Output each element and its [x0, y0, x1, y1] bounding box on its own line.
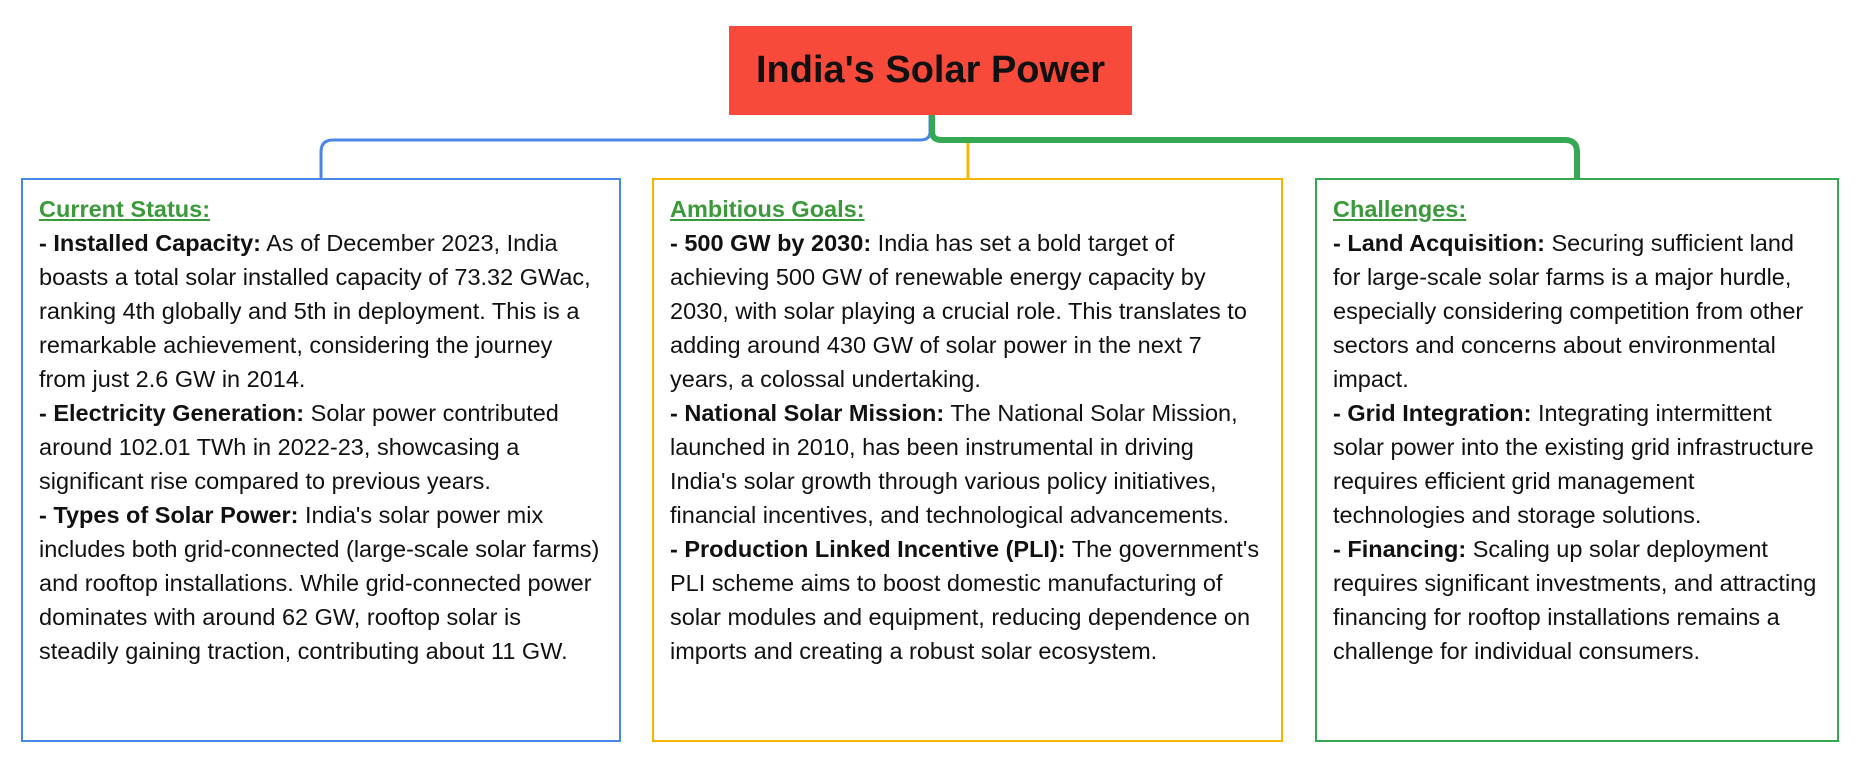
item: - Production Linked Incentive (PLI): The… [670, 532, 1265, 668]
item-label: - Installed Capacity: [39, 230, 261, 256]
item-text: India has set a bold target of achieving… [670, 230, 1247, 392]
item-text: India's solar power mix includes both gr… [39, 502, 600, 664]
section-heading: Ambitious Goals: [670, 196, 865, 222]
item-text: Scaling up solar deployment requires sig… [1333, 536, 1817, 664]
item-label: - Grid Integration: [1333, 400, 1532, 426]
item-text: The government's PLI scheme aims to boos… [670, 536, 1260, 664]
item-label: - Land Acquisition: [1333, 230, 1545, 256]
item: - Financing: Scaling up solar deployment… [1333, 532, 1821, 668]
item-label: - Financing: [1333, 536, 1467, 562]
item: - Types of Solar Power: India's solar po… [39, 498, 603, 668]
connector-blue [319, 115, 932, 178]
item-text: Securing sufficient land for large-scale… [1333, 230, 1804, 392]
central-topic: India's Solar Power [729, 26, 1132, 115]
connector-green [929, 115, 1580, 178]
topic-box: Ambitious Goals: - 500 GW by 2030: India … [652, 178, 1283, 742]
item-label: - Electricity Generation: [39, 400, 305, 426]
item-label: - 500 GW by 2030: [670, 230, 872, 256]
item-label: - National Solar Mission: [670, 400, 945, 426]
item-text: The National Solar Mission, launched in … [670, 400, 1238, 528]
item: - Land Acquisition: Securing sufficient … [1333, 226, 1821, 396]
item: - Electricity Generation: Solar power co… [39, 396, 603, 498]
item: - 500 GW by 2030: India has set a bold t… [670, 226, 1265, 396]
item-text: As of December 2023, India boasts a tota… [39, 230, 591, 392]
item: - National Solar Mission: The National S… [670, 396, 1265, 532]
item: - Grid Integration: Integrating intermit… [1333, 396, 1821, 532]
item-label: - Types of Solar Power: [39, 502, 299, 528]
item-label: - Production Linked Incentive (PLI): [670, 536, 1066, 562]
item-text: Solar power contributed around 102.01 TW… [39, 400, 559, 494]
item-text: Integrating intermittent solar power int… [1333, 400, 1814, 528]
section-heading: Challenges: [1333, 196, 1467, 222]
topic-box: Challenges: - Land Acquisition: Securing … [1315, 178, 1839, 742]
item: - Installed Capacity: As of December 202… [39, 226, 603, 396]
section-heading: Current Status: [39, 196, 211, 222]
topic-box: Current Status: - Installed Capacity: As … [21, 178, 621, 742]
